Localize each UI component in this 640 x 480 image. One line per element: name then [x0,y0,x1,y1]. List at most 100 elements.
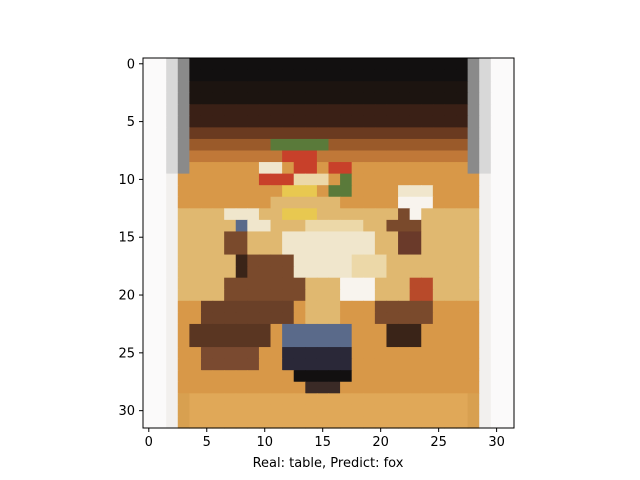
image-pixel [258,231,272,244]
image-pixel [316,150,330,163]
image-pixel [432,300,446,313]
image-pixel [270,347,283,360]
image-pixel [212,162,225,175]
image-pixel [444,277,457,290]
image-pixel [444,81,457,94]
image-pixel [409,219,422,233]
image-pixel [247,115,260,128]
image-pixel [398,69,411,82]
image-pixel [328,185,341,198]
image-pixel [479,81,492,94]
image-pixel [200,231,214,244]
image-pixel [456,115,469,128]
image-pixel [363,277,376,290]
image-pixel [166,300,179,313]
image-pixel [258,347,272,360]
image-pixel [328,289,341,302]
image-pixel [154,300,167,313]
image-pixel [467,58,480,71]
image-pixel [258,104,272,117]
image-pixel [235,335,248,348]
image-pixel [444,208,457,221]
image-pixel [316,381,330,394]
image-pixel [340,243,353,256]
image-pixel [270,196,283,209]
image-pixel [177,300,190,313]
image-pixel [490,300,503,313]
image-pixel [154,185,167,198]
image-pixel [200,370,214,383]
image-pixel [386,266,399,279]
image-pixel [305,347,318,360]
image-pixel [479,300,492,313]
image-pixel [421,347,434,360]
image-pixel [258,277,272,290]
image-pixel [374,335,388,348]
image-pixel [247,127,260,140]
image-pixel [328,231,341,244]
image-pixel [386,347,399,360]
image-pixel [224,323,237,337]
image-pixel [409,277,422,290]
image-pixel [189,115,202,128]
image-pixel [386,323,399,337]
image-pixel [189,335,202,348]
image-pixel [479,69,492,82]
image-pixel [258,219,272,233]
image-pixel [502,92,515,105]
image-pixel [166,416,179,429]
image-pixel [490,404,503,418]
image-pixel [432,150,446,163]
image-pixel [409,196,422,209]
image-pixel [143,381,156,394]
image-pixel [224,243,237,256]
image-pixel [143,162,156,175]
image-pixel [328,381,341,394]
image-pixel [293,381,306,394]
image-pixel [293,300,306,313]
image-pixel [467,254,480,267]
image-pixel [421,69,434,82]
image-pixel [479,254,492,267]
image-pixel [316,69,330,82]
image-pixel [270,92,283,105]
image-pixel [305,69,318,82]
image-pixel [386,358,399,371]
image-pixel [224,277,237,290]
image-pixel [316,127,330,140]
image-pixel [224,312,237,325]
image-pixel [200,162,214,175]
image-pixel [282,127,295,140]
image-pixel [398,381,411,394]
image-pixel [305,81,318,94]
image-pixel [166,92,179,105]
image-pixel [456,323,469,337]
image-pixel [247,266,260,279]
image-pixel [328,127,341,140]
image-pixel [502,300,515,313]
image-pixel [398,92,411,105]
image-pixel [421,266,434,279]
image-pixel [224,289,237,302]
image-pixel [351,81,364,94]
image-pixel [143,115,156,128]
image-pixel [224,185,237,198]
image-pixel [421,243,434,256]
image-pixel [386,92,399,105]
image-pixel [212,173,225,186]
image-pixel [421,335,434,348]
image-pixel [154,104,167,117]
x-tick-label: 15 [314,435,331,450]
x-tick-label: 20 [372,435,389,450]
image-pixel [235,231,248,244]
image-pixel [224,381,237,394]
image-pixel [444,219,457,233]
image-pixel [200,323,214,337]
image-pixel [154,92,167,105]
image-pixel [235,254,248,267]
image-pixel [247,58,260,71]
image-pixel [467,208,480,221]
image-pixel [235,277,248,290]
image-pixel [351,69,364,82]
x-tick-label: 30 [488,435,505,450]
